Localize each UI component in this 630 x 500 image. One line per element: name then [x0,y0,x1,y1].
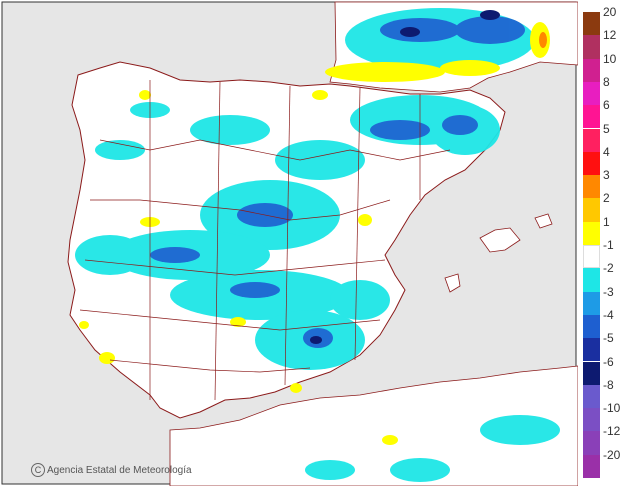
legend-swatch [583,291,600,315]
legend-label: 2 [603,191,610,206]
anomaly-darkblue-patches [310,10,500,344]
menorca [534,213,553,229]
legend-label: 12 [603,28,617,43]
legend-label: -5 [603,331,614,346]
legend-swatch [583,81,600,106]
legend-swatch [583,431,600,455]
legend-label: 5 [603,121,610,136]
legend-swatch [583,175,600,199]
legend-label: 1 [603,214,610,229]
legend-swatch [583,268,600,292]
legend-swatch [583,245,600,269]
legend-swatch [583,361,600,385]
legend-swatch [583,221,600,245]
legend-label: -20 [603,447,621,462]
legend-label: 4 [603,144,610,159]
ibiza [444,273,461,293]
legend-label: -2 [603,261,614,276]
anomaly-orange-patches [539,32,547,48]
map-svg [1,1,579,487]
legend-label: -8 [603,377,614,392]
legend-swatch [583,408,600,432]
legend-label: 10 [603,51,617,66]
anomaly-map: C Agencia Estatal de Meteorología [1,1,579,487]
legend-label: 20 [603,5,617,19]
legend-swatch [583,151,600,176]
legend-swatch [583,12,600,36]
legend-swatch [583,105,600,129]
legend-swatch [583,58,600,82]
legend-label: -3 [603,284,614,299]
legend-swatch [583,198,600,222]
legend-swatch [583,128,600,152]
anomaly-blue-patches [150,16,525,348]
legend-swatch [583,338,600,362]
legend-swatch [583,35,600,59]
legend-label: -12 [603,424,621,439]
legend-label: 6 [603,98,610,113]
legend: 20 12 10 8 6 5 4 3 2 1 -1 -2 -3 -4 -5 -6 -8 -10 -12 -20 [581,5,630,488]
credit-text: Agencia Estatal de Meteorología [47,465,192,476]
province-borders [79,80,451,401]
legend-label: -4 [603,307,614,322]
legend-swatch [583,314,600,339]
legend-label: 8 [603,74,610,89]
legend-label: -10 [603,401,621,416]
legend-label: 3 [603,168,610,183]
legend-swatch [583,384,600,409]
mallorca [479,227,521,253]
legend-swatch [583,454,600,478]
legend-label: -6 [603,354,614,369]
legend-label: -1 [603,238,614,252]
copyright-icon: C [31,463,45,477]
